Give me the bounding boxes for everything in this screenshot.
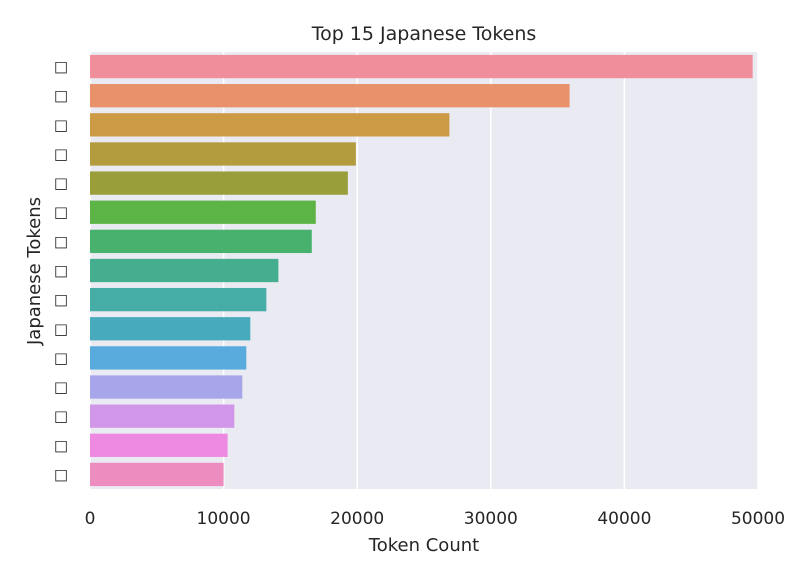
y-tick-label: □ [54,465,68,483]
bar [90,142,356,166]
y-tick-label: □ [54,203,68,221]
y-axis-label: Japanese Tokens [24,197,45,346]
y-tick-label: □ [54,349,68,367]
y-tick-label: □ [54,116,68,134]
y-tick-label: □ [54,58,68,76]
bar [90,229,312,254]
y-tick-label: □ [54,407,68,425]
bar [90,346,247,370]
x-tick-label: 20000 [330,509,384,529]
chart-title: Top 15 Japanese Tokens [311,23,537,45]
bar [90,433,228,457]
x-tick-label: 50000 [731,509,785,529]
bar [90,113,450,137]
y-tick-label: □ [54,291,68,309]
x-tick-labels: 0 10000 20000 30000 40000 50000 [85,509,785,529]
x-tick-label: 10000 [197,509,251,529]
bar [90,84,570,108]
y-tick-label: □ [54,232,68,250]
bar [90,171,348,195]
bar [90,258,279,283]
x-tick-label: 0 [85,509,96,529]
y-tick-label: □ [54,378,68,396]
x-tick-label: 40000 [597,509,651,529]
y-tick-label: □ [54,145,68,163]
y-tick-labels: □ □ □ □ □ □ □ □ □ □ □ □ □ □ □ [54,58,68,484]
bar [90,287,267,312]
x-axis-label: Token Count [368,535,479,556]
x-tick-label: 30000 [464,509,518,529]
bars [90,54,753,487]
bar [90,317,251,341]
y-tick-label: □ [54,87,68,105]
y-tick-label: □ [54,436,68,454]
bar [90,200,316,224]
y-tick-label: □ [54,320,68,338]
bar [90,54,753,79]
bar [90,404,235,428]
y-tick-label: □ [54,262,68,280]
y-tick-label: □ [54,174,68,192]
bar [90,462,224,487]
bar [90,375,243,399]
